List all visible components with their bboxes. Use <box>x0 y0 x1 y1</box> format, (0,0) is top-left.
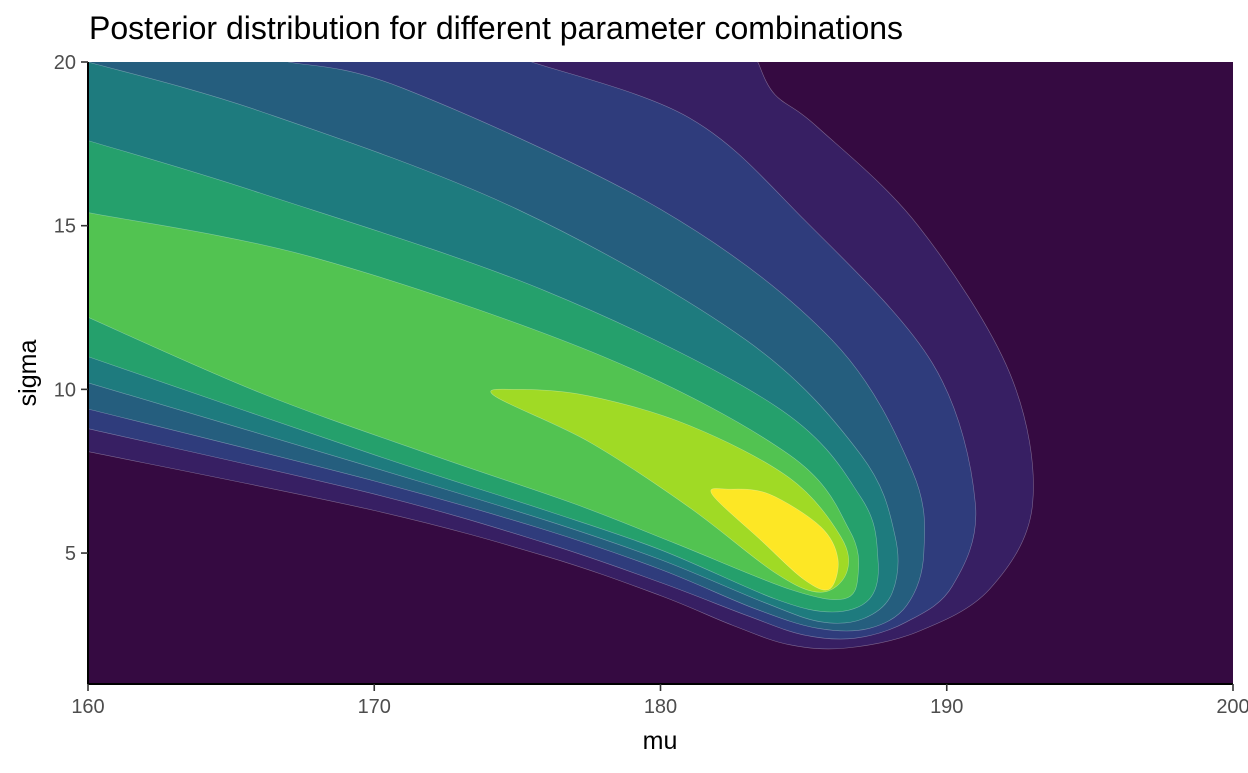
y-tick-label: 20 <box>54 52 76 74</box>
x-axis-title: mu <box>643 727 678 755</box>
contour-level-6 <box>88 212 860 600</box>
y-axis-title: sigma <box>14 340 42 407</box>
x-tick-label: 200 <box>1216 696 1248 718</box>
y-tick-label: 15 <box>54 216 76 238</box>
contour-level-7 <box>490 388 850 593</box>
x-tick-label: 180 <box>644 696 677 718</box>
x-tick-label: 190 <box>930 696 963 718</box>
chart-title: Posterior distribution for different par… <box>89 10 903 46</box>
x-tick-label: 170 <box>358 696 391 718</box>
y-tick-label: 10 <box>54 379 76 401</box>
x-tick-label: 160 <box>71 696 104 718</box>
plot-area <box>88 62 1233 684</box>
axes: 160 170 180 190 200 5 10 15 20 <box>54 52 1248 718</box>
y-tick-label: 5 <box>65 543 76 565</box>
contour-level-8 <box>710 488 839 591</box>
